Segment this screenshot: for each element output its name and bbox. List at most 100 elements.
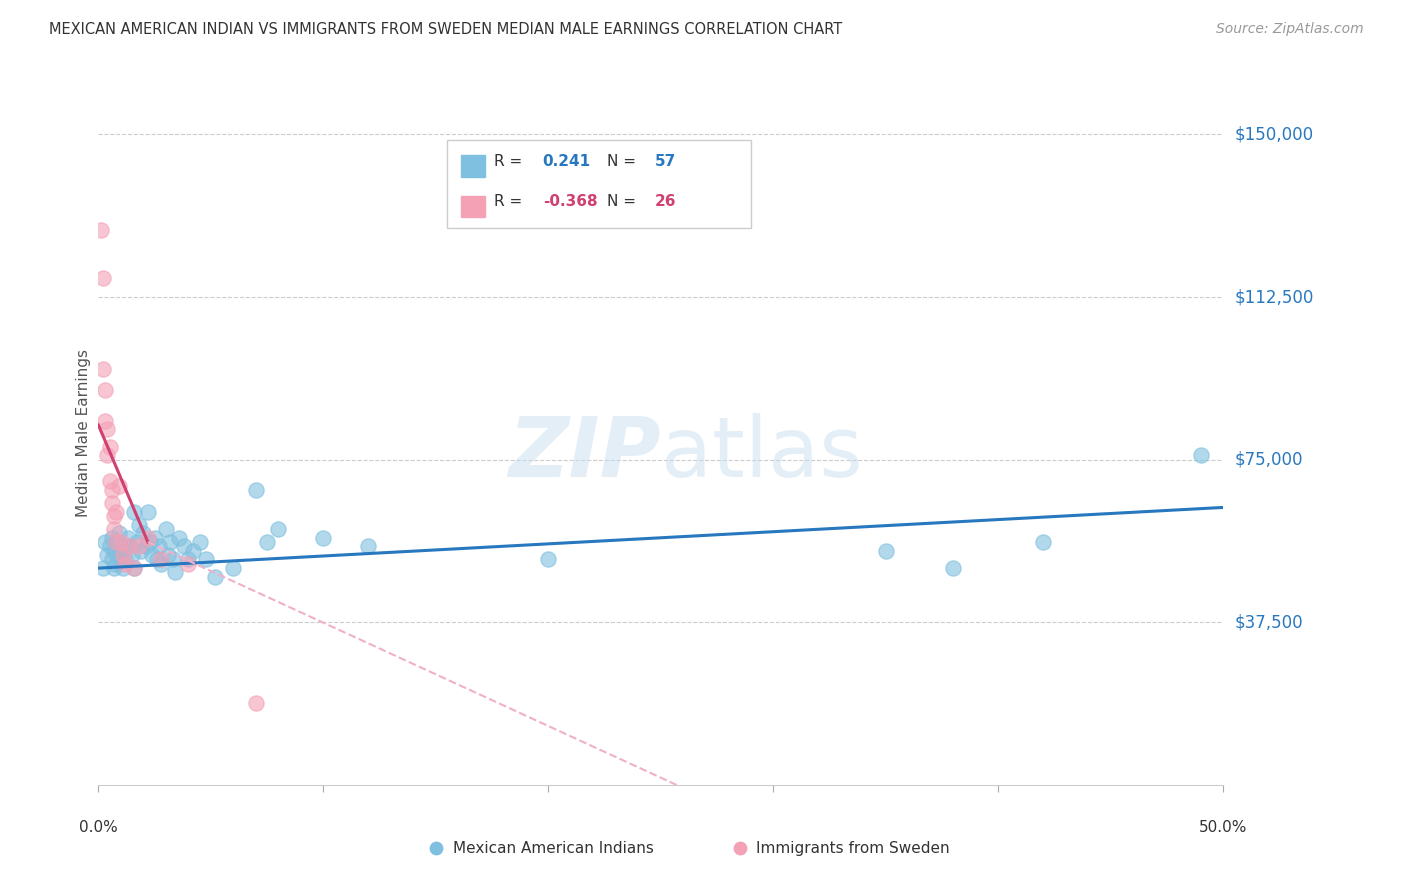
- Text: 0.241: 0.241: [543, 153, 591, 169]
- Point: [105, 535, 128, 549]
- FancyBboxPatch shape: [461, 195, 485, 218]
- Point: [173, 540, 195, 554]
- Text: Mexican American Indians: Mexican American Indians: [453, 841, 654, 856]
- Point: [143, 531, 166, 545]
- Point: [222, 561, 245, 575]
- Point: [181, 543, 204, 558]
- Point: [96, 422, 118, 436]
- Text: atlas: atlas: [661, 413, 862, 494]
- Point: [98, 440, 121, 454]
- Point: [875, 543, 897, 558]
- Point: [96, 548, 118, 562]
- Point: [114, 557, 136, 571]
- Point: [162, 552, 184, 566]
- Point: [256, 535, 278, 549]
- Point: [537, 552, 560, 566]
- Point: [128, 517, 150, 532]
- Point: [204, 570, 226, 584]
- Point: [91, 270, 114, 285]
- Point: [188, 535, 211, 549]
- Text: Source: ZipAtlas.com: Source: ZipAtlas.com: [1216, 22, 1364, 37]
- Point: [107, 526, 129, 541]
- Point: [101, 483, 124, 497]
- Point: [148, 540, 170, 554]
- Point: [103, 543, 125, 558]
- Point: [141, 548, 163, 562]
- Y-axis label: Median Male Earnings: Median Male Earnings: [76, 349, 91, 516]
- Point: [124, 505, 146, 519]
- Point: [124, 561, 146, 575]
- Point: [169, 531, 191, 545]
- Point: [121, 548, 143, 562]
- Point: [139, 535, 162, 549]
- Point: [1369, 778, 1392, 792]
- Point: [94, 414, 117, 428]
- Text: R =: R =: [495, 153, 527, 169]
- Point: [129, 543, 152, 558]
- Point: [942, 561, 965, 575]
- Point: [124, 561, 146, 575]
- Text: N =: N =: [607, 194, 641, 210]
- Point: [110, 535, 132, 549]
- Text: 0.0%: 0.0%: [79, 821, 118, 835]
- Point: [91, 361, 114, 376]
- Point: [114, 552, 136, 566]
- Point: [135, 540, 157, 554]
- Point: [105, 557, 128, 571]
- Point: [245, 696, 267, 710]
- Text: ZIP: ZIP: [508, 413, 661, 494]
- Point: [112, 548, 135, 562]
- Text: Immigrants from Sweden: Immigrants from Sweden: [756, 841, 950, 856]
- Text: 26: 26: [655, 194, 676, 210]
- Point: [146, 552, 169, 566]
- FancyBboxPatch shape: [461, 155, 485, 177]
- Point: [177, 557, 200, 571]
- Text: N =: N =: [607, 153, 641, 169]
- Point: [157, 548, 180, 562]
- Point: [762, 778, 785, 792]
- Point: [91, 561, 114, 575]
- Point: [117, 531, 139, 545]
- Point: [132, 526, 155, 541]
- Text: $112,500: $112,500: [1234, 288, 1313, 306]
- Point: [112, 561, 135, 575]
- Point: [312, 531, 335, 545]
- Point: [98, 540, 121, 554]
- Point: [1032, 535, 1054, 549]
- Point: [128, 540, 150, 554]
- Text: 50.0%: 50.0%: [1199, 821, 1247, 835]
- Point: [103, 509, 125, 524]
- Text: MEXICAN AMERICAN INDIAN VS IMMIGRANTS FROM SWEDEN MEDIAN MALE EARNINGS CORRELATI: MEXICAN AMERICAN INDIAN VS IMMIGRANTS FR…: [49, 22, 842, 37]
- Point: [118, 540, 141, 554]
- Point: [150, 552, 173, 566]
- Point: [177, 552, 200, 566]
- Text: 57: 57: [655, 153, 676, 169]
- Point: [101, 496, 124, 510]
- Point: [163, 566, 186, 580]
- Point: [267, 522, 290, 536]
- Text: $150,000: $150,000: [1234, 126, 1313, 144]
- Point: [112, 543, 135, 558]
- Point: [125, 535, 148, 549]
- Point: [107, 479, 129, 493]
- Point: [107, 548, 129, 562]
- Point: [103, 522, 125, 536]
- Point: [1189, 449, 1212, 463]
- Text: R =: R =: [495, 194, 527, 210]
- Point: [94, 384, 117, 398]
- Point: [110, 540, 132, 554]
- Point: [150, 557, 173, 571]
- Point: [94, 535, 117, 549]
- Point: [110, 552, 132, 566]
- Text: $75,000: $75,000: [1234, 450, 1303, 468]
- Point: [96, 449, 118, 463]
- Point: [159, 535, 181, 549]
- Point: [195, 552, 218, 566]
- Point: [105, 535, 128, 549]
- FancyBboxPatch shape: [447, 140, 751, 228]
- Point: [357, 540, 380, 554]
- Point: [90, 223, 112, 237]
- Point: [136, 531, 159, 545]
- Point: [101, 552, 124, 566]
- Point: [98, 475, 121, 489]
